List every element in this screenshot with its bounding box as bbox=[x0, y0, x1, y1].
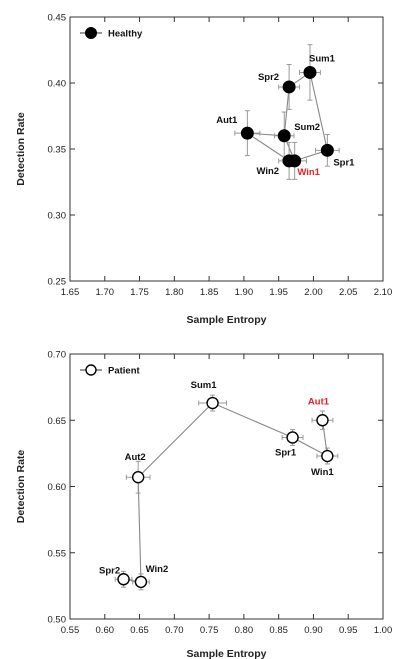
x-tick-label: 1.90 bbox=[235, 287, 254, 298]
y-tick-label: 0.25 bbox=[48, 277, 67, 288]
x-tick-label: 0.55 bbox=[61, 625, 80, 636]
point-label: Spr2 bbox=[258, 72, 279, 83]
connection-line bbox=[247, 132, 290, 162]
patient-chart: 0.55 0.60 0.65 0.70 0.75 0.80 0.85 0.90 0.95 1.00… bbox=[15, 350, 393, 659]
data-point-win1 bbox=[321, 449, 334, 463]
x-tick-label: 0.70 bbox=[165, 625, 184, 636]
point-label: Sum2 bbox=[294, 122, 320, 133]
connection-line bbox=[292, 436, 328, 457]
data-point-sum2 bbox=[277, 129, 291, 143]
y-tick-label: 0.35 bbox=[48, 145, 67, 156]
point-label: Aut1 bbox=[216, 115, 238, 126]
x-tick-label: 0.85 bbox=[269, 625, 288, 636]
data-point-spr2 bbox=[117, 573, 130, 586]
x-tick-label: 0.80 bbox=[235, 625, 254, 636]
data-point-sum1 bbox=[303, 65, 317, 79]
plot-frame bbox=[69, 16, 384, 282]
x-tick-label: 0.65 bbox=[130, 625, 149, 636]
connection-line bbox=[309, 72, 328, 151]
point-label: Win2 bbox=[146, 564, 169, 575]
x-tick-label: 0.75 bbox=[200, 625, 219, 636]
legend-label: Healthy bbox=[108, 29, 143, 40]
point-label: Spr1 bbox=[275, 447, 297, 458]
point-label: Sum1 bbox=[309, 53, 336, 64]
x-tick-label: 0.60 bbox=[96, 625, 115, 636]
x-tick-label: 1.00 bbox=[374, 625, 393, 636]
y-tick-label: 0.40 bbox=[48, 79, 67, 90]
point-label: Aut1 bbox=[308, 396, 330, 407]
y-tick-label: 0.65 bbox=[48, 416, 67, 427]
x-tick-label: 0.95 bbox=[339, 625, 358, 636]
y-tick-label: 0.45 bbox=[48, 13, 67, 24]
connection-line bbox=[137, 402, 213, 478]
data-point-spr1 bbox=[286, 431, 299, 444]
connection-line bbox=[137, 477, 142, 582]
y-tick-label: 0.60 bbox=[48, 482, 67, 493]
y-tick-label: 0.55 bbox=[48, 548, 67, 559]
x-tick-label: 1.65 bbox=[61, 287, 80, 298]
x-axis-label: Sample Entropy bbox=[187, 314, 267, 326]
x-tick-label: 1.80 bbox=[165, 287, 184, 298]
healthy-chart: 1.65 1.70 1.75 1.80 1.85 1.90 1.95 2.00 2.05 2.10… bbox=[15, 13, 393, 327]
point-label: Spr2 bbox=[99, 565, 120, 576]
data-point-win2 bbox=[134, 575, 148, 589]
point-label: Sum1 bbox=[191, 380, 218, 391]
point-label: Win1 bbox=[297, 167, 320, 178]
y-axis-label: Detection Rate bbox=[15, 450, 27, 524]
data-point-aut1 bbox=[240, 126, 254, 140]
x-tick-label: 0.90 bbox=[304, 625, 323, 636]
legend-label: Patient bbox=[108, 366, 141, 377]
legend-marker bbox=[85, 364, 97, 376]
x-tick-label: 1.70 bbox=[96, 287, 115, 298]
y-tick-label: 0.70 bbox=[48, 350, 67, 361]
x-tick-label: 2.00 bbox=[304, 287, 323, 298]
x-tick-label: 2.05 bbox=[339, 287, 358, 298]
data-point-aut2 bbox=[131, 471, 145, 484]
data-point-aut1 bbox=[316, 414, 329, 427]
point-label: Win1 bbox=[311, 467, 334, 478]
x-tick-label: 2.10 bbox=[374, 287, 393, 298]
data-point-win1 bbox=[288, 154, 302, 168]
x-tick-label: 1.75 bbox=[130, 287, 149, 298]
x-tick-label: 1.95 bbox=[269, 287, 288, 298]
legend-marker bbox=[85, 27, 97, 39]
data-point-sum1 bbox=[206, 396, 219, 410]
data-point-spr2 bbox=[282, 80, 296, 94]
point-label: Aut2 bbox=[125, 452, 146, 463]
y-axis-label: Detection Rate bbox=[15, 112, 27, 186]
point-label: Spr1 bbox=[333, 157, 355, 168]
connection-line bbox=[212, 402, 293, 438]
y-tick-label: 0.50 bbox=[48, 615, 67, 626]
point-label: Win2 bbox=[256, 166, 279, 177]
data-point-spr1 bbox=[320, 143, 334, 157]
connection-line bbox=[283, 86, 290, 136]
y-tick-label: 0.30 bbox=[48, 211, 67, 222]
x-axis-label: Sample Entropy bbox=[187, 648, 267, 659]
x-tick-label: 1.85 bbox=[200, 287, 219, 298]
